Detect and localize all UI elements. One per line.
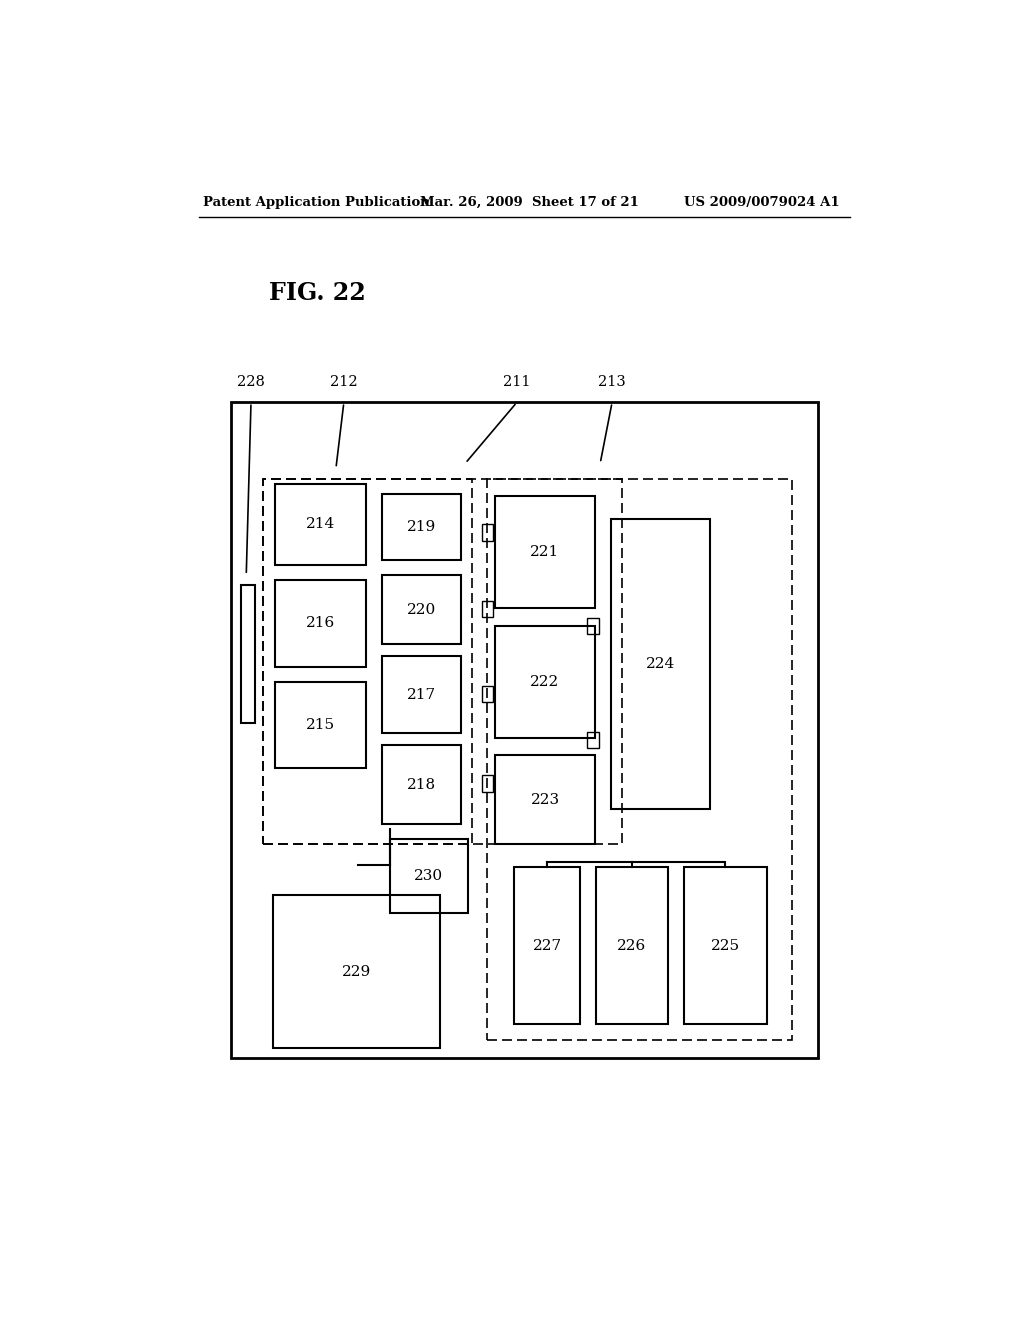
Text: 230: 230 [415, 869, 443, 883]
Bar [482, 601, 494, 616]
Bar [382, 744, 461, 824]
Bar [482, 524, 494, 541]
Bar [588, 618, 599, 634]
Bar [231, 403, 818, 1057]
Bar [496, 496, 595, 607]
Bar [273, 895, 440, 1048]
Bar [382, 576, 461, 644]
Text: 226: 226 [617, 939, 646, 953]
Text: Patent Application Publication: Patent Application Publication [204, 195, 430, 209]
Bar [486, 479, 793, 1040]
Text: 225: 225 [711, 939, 739, 953]
Text: US 2009/0079024 A1: US 2009/0079024 A1 [684, 195, 839, 209]
Bar [482, 775, 494, 792]
Text: 223: 223 [530, 793, 559, 807]
Text: Mar. 26, 2009  Sheet 17 of 21: Mar. 26, 2009 Sheet 17 of 21 [420, 195, 639, 209]
Text: 221: 221 [530, 545, 560, 558]
Text: 216: 216 [306, 616, 335, 631]
Bar [274, 581, 367, 667]
Bar [610, 519, 710, 809]
Text: 229: 229 [342, 965, 371, 978]
Bar [263, 479, 622, 845]
Bar [242, 585, 255, 722]
Text: 217: 217 [408, 688, 436, 701]
Text: 213: 213 [598, 375, 626, 389]
Bar [514, 867, 580, 1024]
Bar [390, 840, 468, 912]
Text: 211: 211 [503, 375, 530, 389]
Text: 218: 218 [408, 777, 436, 792]
Bar [263, 479, 472, 845]
Bar [496, 755, 595, 845]
Text: 224: 224 [645, 657, 675, 671]
Text: 215: 215 [306, 718, 335, 733]
Text: 219: 219 [407, 520, 436, 533]
Bar [482, 686, 494, 702]
Text: 214: 214 [306, 517, 335, 532]
Text: 212: 212 [330, 375, 357, 389]
Text: 228: 228 [238, 375, 265, 389]
Bar [588, 731, 599, 748]
Bar [274, 682, 367, 768]
Text: 222: 222 [530, 675, 560, 689]
Bar [274, 483, 367, 565]
Bar [684, 867, 767, 1024]
Text: FIG. 22: FIG. 22 [269, 281, 366, 305]
Bar [496, 626, 595, 738]
Bar [382, 656, 461, 733]
Bar [596, 867, 668, 1024]
Text: 227: 227 [532, 939, 561, 953]
Bar [382, 494, 461, 560]
Text: 220: 220 [407, 603, 436, 616]
